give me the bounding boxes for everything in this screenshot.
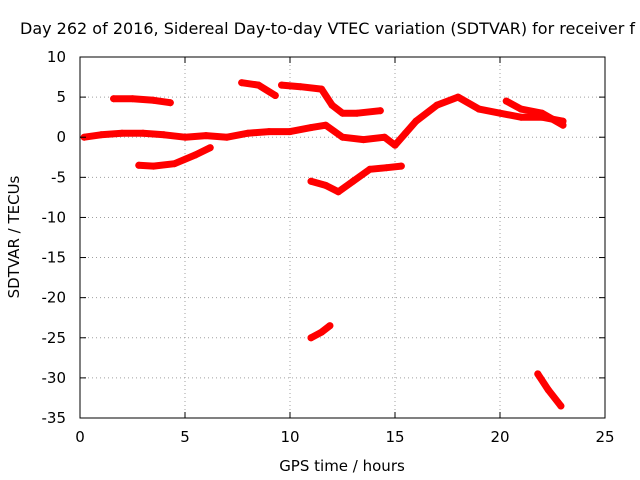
x-tick-label: 25	[595, 428, 614, 446]
x-tick-label: 5	[180, 428, 190, 446]
data-point	[297, 83, 304, 91]
x-tick-label: 0	[75, 428, 85, 446]
data-point	[139, 129, 147, 137]
data-point	[544, 386, 552, 394]
data-point	[150, 96, 157, 104]
y-tick-label: -10	[42, 208, 67, 226]
data-point	[366, 165, 374, 173]
data-point	[244, 129, 252, 137]
data-point	[353, 109, 361, 117]
y-tick-label: -30	[42, 369, 67, 387]
data-series-5	[278, 81, 384, 117]
axis-ticks: 0 5 10 15 20 25 10 5 0 -5 -10 -15 -20 -25 -30 -35	[42, 48, 615, 446]
chart-title: Day 262 of 2016, Sidereal Day-to-day VTE…	[20, 19, 635, 38]
data-point	[118, 129, 126, 137]
data-point	[307, 124, 315, 132]
data-point	[383, 164, 391, 172]
data-point	[202, 132, 210, 140]
data-point	[135, 161, 143, 169]
data-point	[171, 160, 178, 168]
y-tick-label: 10	[47, 48, 66, 66]
data-point	[339, 109, 346, 117]
data-point	[334, 188, 342, 196]
y-tick-label: 0	[56, 128, 66, 146]
data-point	[412, 117, 420, 125]
data-point	[129, 95, 136, 103]
data-point	[538, 109, 546, 117]
data-point	[286, 128, 294, 136]
data-point	[271, 92, 279, 99]
data-point	[150, 162, 157, 170]
data-point	[322, 121, 330, 129]
y-tick-label: -25	[42, 329, 67, 347]
data-point	[496, 109, 504, 117]
grid-lines	[80, 57, 605, 418]
data-series-1	[80, 93, 567, 149]
data-point	[502, 97, 510, 105]
data-point	[223, 133, 231, 141]
data-point	[391, 141, 399, 149]
data-point	[454, 93, 462, 101]
data-point	[376, 107, 384, 115]
data-point	[160, 131, 168, 139]
data-point	[322, 181, 330, 189]
data-point	[534, 370, 542, 378]
data-point	[97, 131, 105, 139]
plot-frame	[79, 56, 606, 419]
data-point	[307, 334, 315, 342]
x-tick-label: 15	[385, 428, 404, 446]
data-point	[192, 151, 199, 159]
data-point	[381, 133, 388, 141]
data-point	[402, 129, 409, 137]
data-series	[80, 79, 567, 410]
data-point	[328, 101, 336, 109]
data-point	[255, 81, 262, 89]
data-point	[181, 133, 189, 141]
data-point	[326, 322, 334, 330]
data-point	[265, 128, 273, 136]
data-point	[433, 101, 441, 109]
y-tick-label: -5	[51, 168, 66, 186]
data-point	[517, 105, 525, 113]
data-point	[349, 177, 357, 185]
data-point	[278, 81, 286, 89]
y-tick-label: 5	[56, 88, 66, 106]
data-point	[166, 99, 174, 107]
y-tick-label: -15	[42, 249, 67, 267]
x-tick-label: 20	[490, 428, 509, 446]
data-point	[318, 85, 325, 93]
x-axis-label: GPS time / hours	[279, 457, 405, 475]
x-tick-label: 10	[280, 428, 299, 446]
y-tick-label: -20	[42, 289, 67, 307]
y-tick-label: -35	[42, 409, 67, 427]
data-point	[110, 95, 118, 103]
y-axis-label: SDTVAR / TECUs	[5, 175, 23, 298]
data-point	[339, 133, 346, 141]
data-point	[475, 105, 483, 113]
data-point	[397, 162, 405, 170]
data-point	[206, 144, 214, 152]
data-point	[307, 177, 315, 185]
data-point	[360, 136, 367, 144]
data-series-9	[502, 97, 567, 129]
data-point	[559, 121, 567, 129]
data-point	[517, 113, 525, 121]
data-point	[557, 402, 565, 410]
data-series-2	[110, 95, 174, 107]
data-point	[238, 79, 246, 87]
data-point	[318, 328, 325, 336]
